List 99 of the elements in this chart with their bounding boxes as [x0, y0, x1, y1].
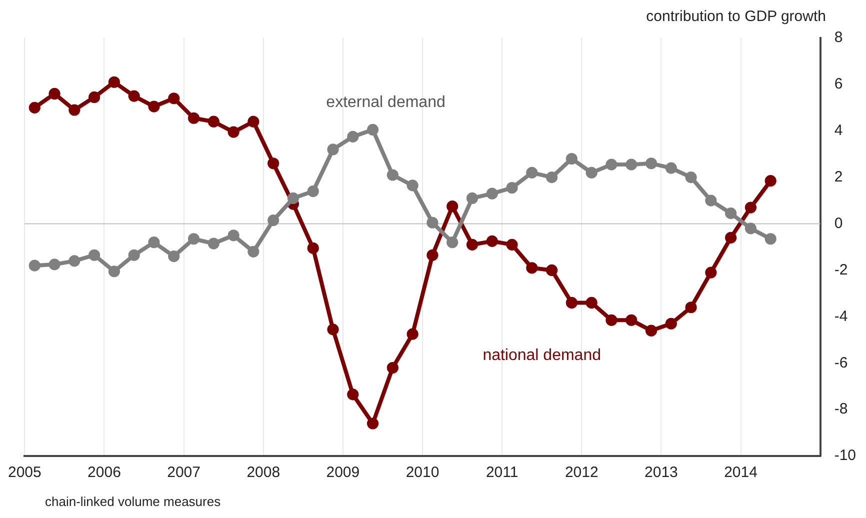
point	[327, 144, 339, 156]
point	[68, 255, 80, 267]
point	[347, 130, 359, 142]
point	[685, 172, 697, 184]
point	[705, 194, 717, 206]
point	[366, 418, 379, 430]
point	[48, 258, 60, 270]
point	[188, 112, 200, 124]
point	[744, 202, 756, 214]
point	[526, 262, 538, 274]
y-axis-title: contribution to GDP growth	[646, 8, 826, 25]
y-tick-label: 4	[834, 122, 843, 140]
point	[466, 238, 478, 250]
point	[406, 180, 418, 192]
point	[446, 200, 458, 212]
point	[645, 324, 658, 336]
x-tick-label: 2008	[246, 464, 280, 482]
point	[426, 216, 438, 228]
point	[626, 314, 638, 326]
point	[128, 249, 140, 261]
point	[168, 92, 180, 104]
point	[764, 175, 776, 187]
point	[48, 88, 60, 100]
point	[148, 236, 160, 248]
point	[586, 166, 598, 178]
point	[188, 233, 200, 245]
point	[148, 100, 160, 112]
series-label: external demand	[326, 94, 446, 112]
point	[566, 296, 578, 309]
point	[426, 249, 438, 261]
point	[586, 296, 598, 309]
y-tick-label: -10	[834, 447, 856, 464]
y-tick-label: 2	[834, 168, 843, 186]
point	[268, 158, 280, 170]
x-tick-label: 2011	[486, 464, 518, 482]
point	[88, 249, 100, 261]
point	[506, 238, 518, 250]
text: chain-linked volume measures	[45, 494, 221, 509]
point	[626, 158, 638, 170]
y-tick-label: 6	[834, 76, 843, 93]
point	[208, 116, 220, 128]
point	[606, 314, 618, 326]
series-label: national demand	[482, 347, 602, 364]
y-tick-label: -4	[834, 308, 848, 325]
point	[744, 222, 756, 234]
point	[606, 158, 618, 170]
x-tick-label: 2014	[724, 464, 758, 482]
point	[764, 233, 776, 245]
point	[406, 328, 418, 340]
point	[546, 264, 558, 276]
x-tick-label: 2010	[406, 464, 440, 482]
y-tick-label: -6	[834, 354, 848, 372]
point	[566, 152, 578, 165]
point	[526, 166, 538, 178]
point	[268, 214, 280, 226]
point	[347, 388, 359, 400]
x-tick-label: 2005	[8, 464, 42, 482]
y-tick-label: 8	[834, 29, 843, 46]
point	[228, 230, 240, 242]
point	[386, 362, 398, 374]
point	[466, 192, 478, 204]
point	[327, 324, 339, 336]
point	[248, 246, 260, 258]
point	[307, 185, 319, 198]
point	[506, 182, 518, 194]
x-tick-label: 2006	[88, 464, 121, 482]
point	[248, 116, 260, 128]
point	[725, 208, 737, 220]
point	[546, 172, 558, 184]
point	[28, 102, 40, 114]
point	[725, 232, 737, 244]
point	[168, 250, 180, 262]
y-tick-label: 0	[834, 214, 843, 232]
x-tick-label: 2013	[644, 464, 678, 482]
point	[208, 238, 220, 250]
point	[366, 124, 379, 136]
x-tick-label: 2012	[564, 464, 598, 482]
point	[446, 236, 458, 248]
point	[128, 90, 140, 102]
x-tick-label: 2009	[326, 464, 360, 482]
point	[486, 235, 498, 247]
point	[108, 266, 120, 278]
point	[486, 188, 498, 200]
point	[307, 242, 319, 254]
point	[705, 266, 717, 278]
y-tick-label: -8	[834, 400, 848, 418]
point	[685, 302, 697, 314]
point	[228, 126, 240, 138]
point	[68, 104, 80, 116]
point	[665, 162, 677, 174]
point	[88, 91, 100, 104]
y-tick-label: -2	[834, 261, 848, 278]
point	[645, 158, 658, 170]
point	[665, 318, 677, 330]
point	[386, 169, 398, 181]
point	[28, 260, 40, 272]
x-tick-label: 2007	[167, 464, 200, 482]
point	[287, 192, 300, 204]
point	[108, 76, 120, 88]
